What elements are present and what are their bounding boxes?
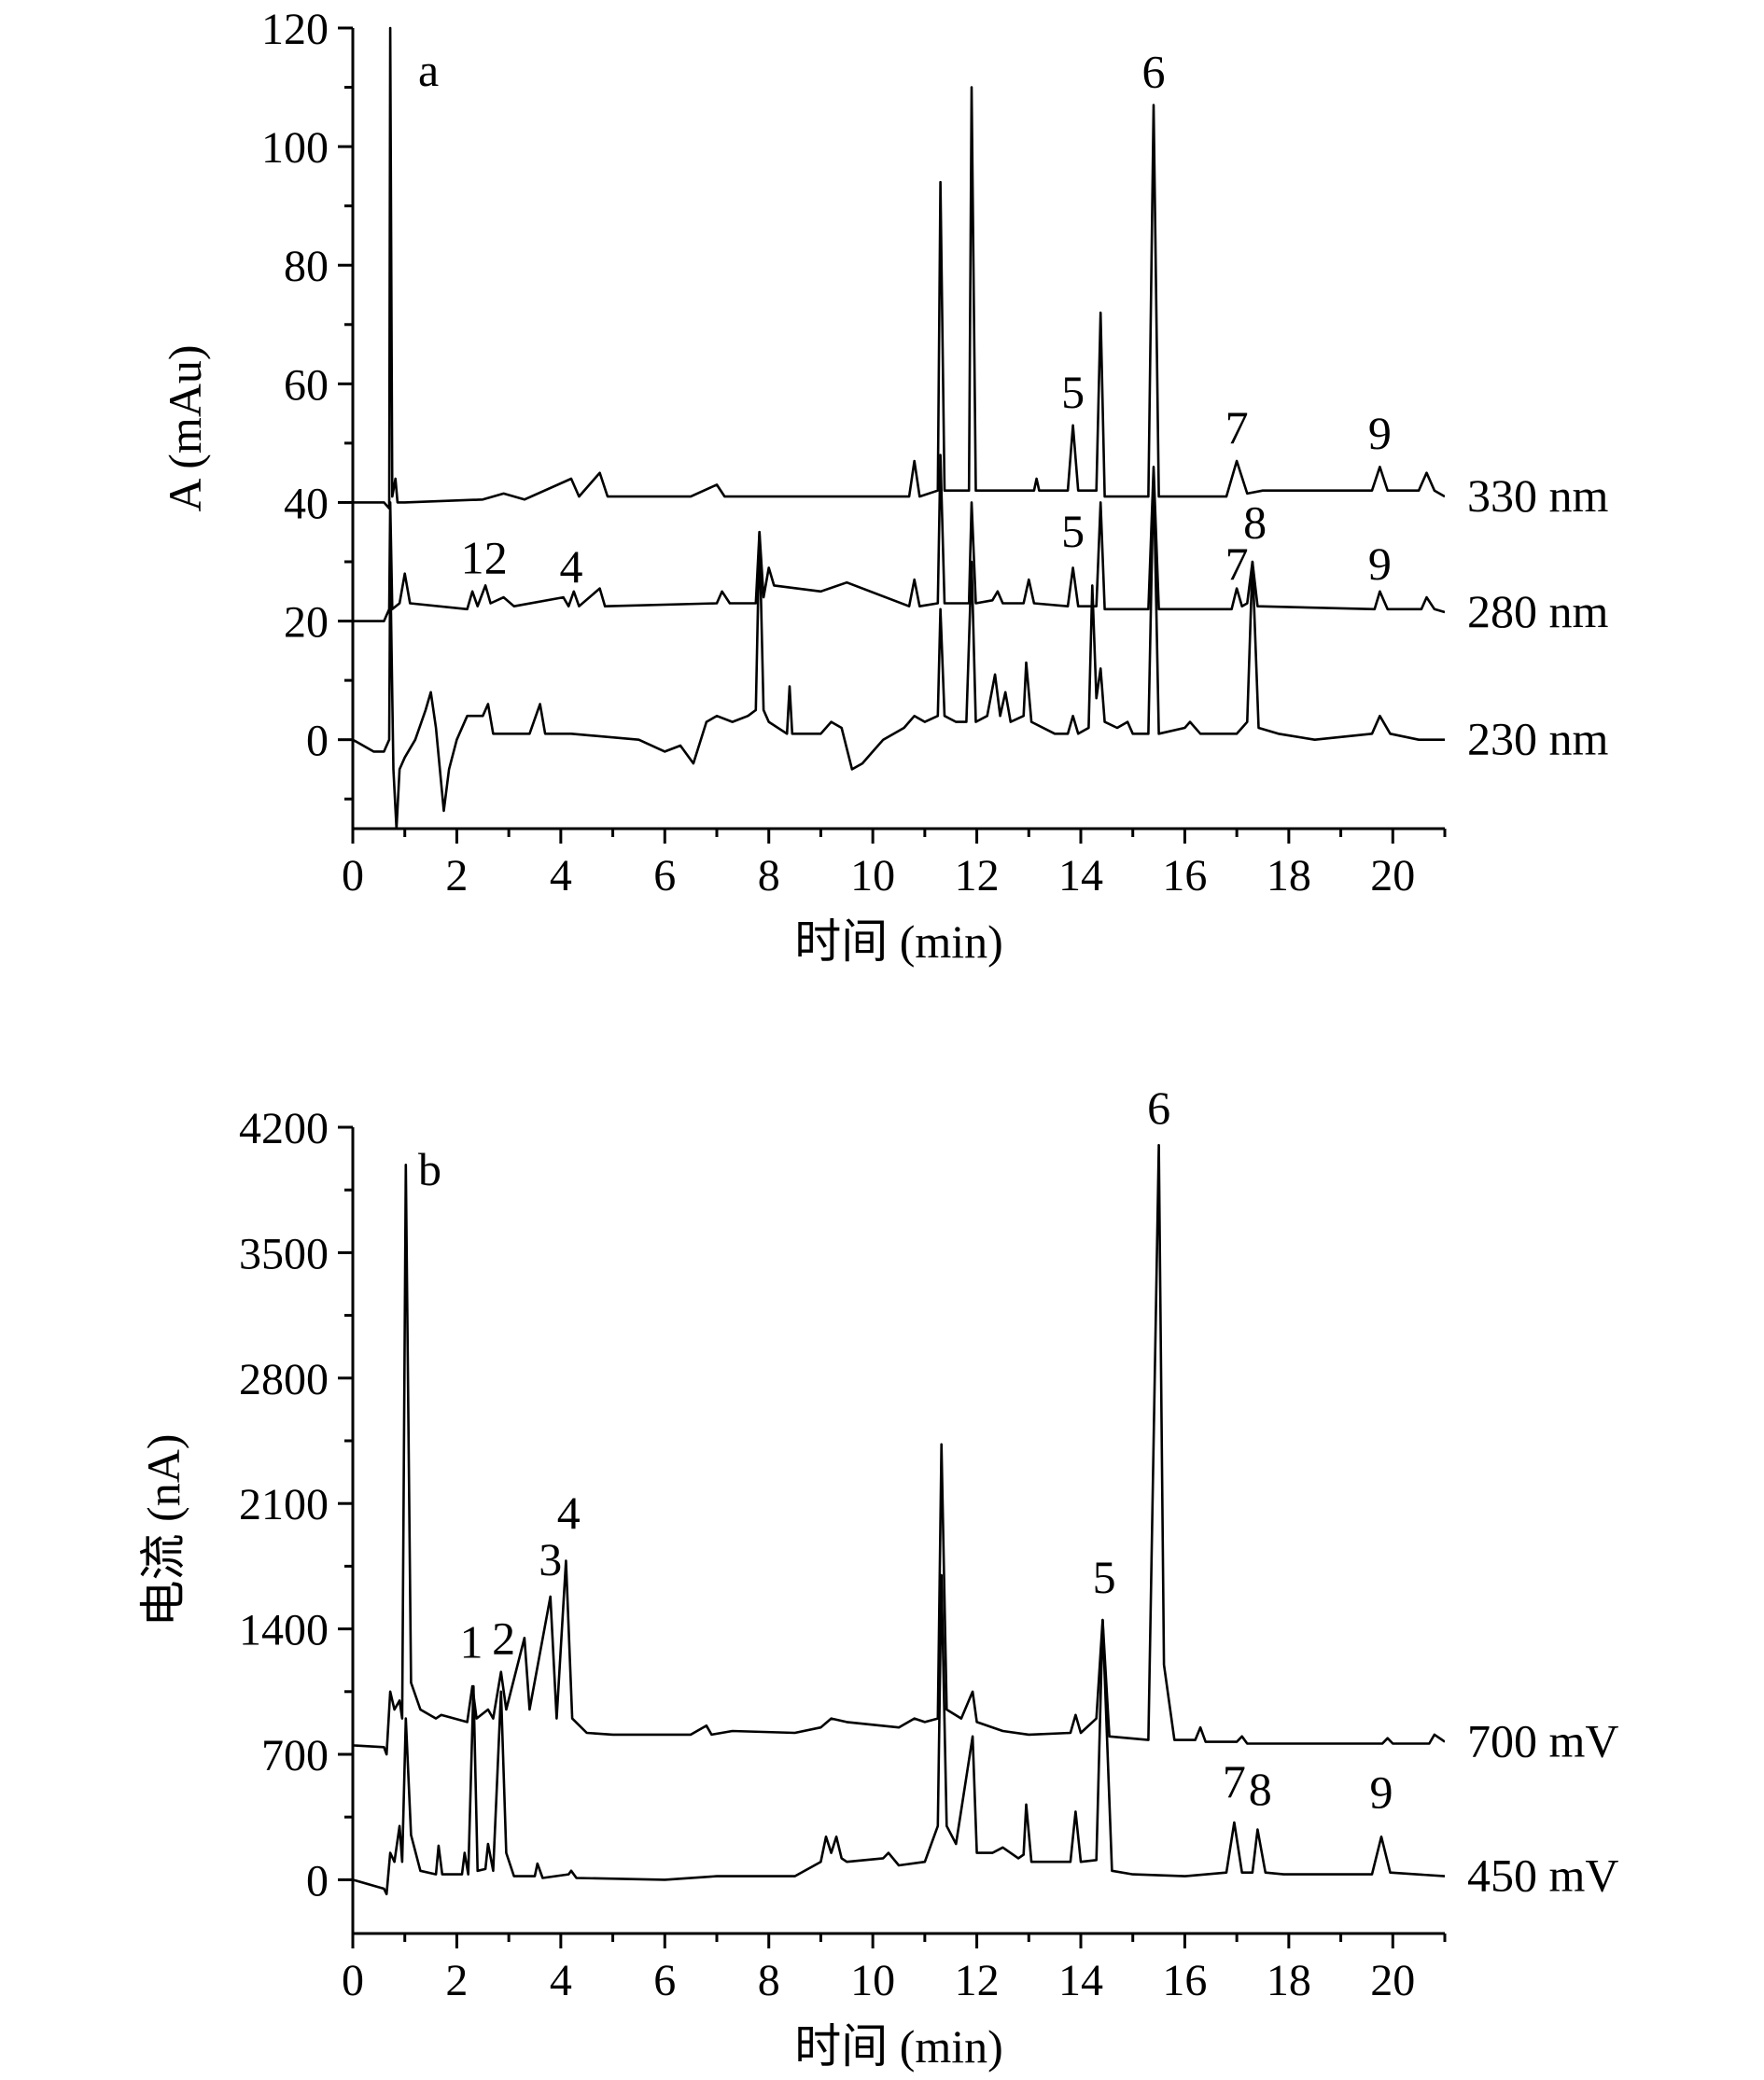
x-tick-label: 4: [550, 1956, 572, 2005]
y-tick-label: 0: [306, 717, 329, 766]
x-tick-label: 14: [1058, 851, 1103, 900]
y-tick-label: 80: [284, 242, 329, 291]
peak-label: 1: [461, 532, 484, 584]
x-tick-label: 10: [850, 1956, 895, 2005]
y-axis-title: 电流 (nA): [137, 1434, 189, 1627]
trace-330-nm: [353, 26, 1445, 510]
x-tick-label: 16: [1162, 851, 1207, 900]
y-tick-label: 40: [284, 479, 329, 528]
y-axis-title: A (mAu): [159, 344, 211, 511]
peak-label: 8: [1243, 496, 1267, 549]
x-tick-label: 0: [342, 851, 364, 900]
peak-label: 9: [1368, 407, 1392, 459]
x-tick-label: 2: [445, 851, 468, 900]
peak-label: 6: [1142, 46, 1166, 98]
trace-700-mv: [353, 1143, 1445, 1756]
trace-label: 330 nm: [1467, 469, 1609, 522]
peak-label: 2: [492, 1612, 515, 1664]
x-tick-label: 12: [955, 851, 1000, 900]
x-tick-label: 0: [342, 1956, 364, 2005]
y-tick-label: 120: [261, 5, 329, 54]
trace-label: 280 nm: [1467, 585, 1609, 637]
panel-letter: a: [418, 44, 439, 96]
y-tick-label: 100: [261, 123, 329, 173]
peak-label: 5: [1093, 1551, 1116, 1603]
panel-b: 0 2 4 6 8 10 12 14 16 18 2007001400210028003500420…: [137, 1082, 1619, 2073]
trace-label: 450 mV: [1467, 1850, 1619, 1902]
x-tick-label: 18: [1267, 1956, 1311, 2005]
x-tick-label: 8: [758, 1956, 780, 2005]
peak-label: 9: [1370, 1766, 1393, 1819]
x-tick-label: 20: [1370, 851, 1415, 900]
x-tick-label: 4: [550, 851, 572, 900]
peak-label: 7: [1225, 401, 1249, 454]
peak-label: 2: [484, 532, 508, 584]
x-tick-label: 2: [445, 1956, 468, 2005]
peak-label: 7: [1223, 1755, 1246, 1808]
y-tick-label: 1400: [239, 1606, 329, 1655]
trace-280-nm: [353, 454, 1445, 622]
y-tick-label: 2800: [239, 1355, 329, 1404]
peak-label: 4: [560, 540, 583, 593]
peak-label: 5: [1061, 505, 1085, 557]
peak-label: 6: [1147, 1082, 1170, 1134]
y-tick-label: 0: [306, 1856, 329, 1906]
trace-450-mv: [353, 1573, 1445, 1896]
x-tick-label: 16: [1162, 1956, 1207, 2005]
x-tick-label: 10: [850, 851, 895, 900]
x-tick-label: 6: [653, 1956, 676, 2005]
x-tick-label: 20: [1370, 1956, 1415, 2005]
trace-label: 700 mV: [1467, 1715, 1619, 1767]
y-tick-label: 2100: [239, 1480, 329, 1529]
x-tick-label: 18: [1267, 851, 1311, 900]
y-tick-label: 3500: [239, 1229, 329, 1278]
y-tick-label: 20: [284, 598, 329, 648]
peak-label: 1: [460, 1615, 483, 1668]
peak-label: 7: [1225, 537, 1249, 590]
x-axis-title: 时间 (min): [794, 2020, 1003, 2073]
x-tick-label: 6: [653, 851, 676, 900]
peak-label: 4: [557, 1487, 581, 1539]
x-tick-label: 8: [758, 851, 780, 900]
peak-label: 8: [1249, 1763, 1272, 1815]
panel-letter: b: [418, 1143, 441, 1195]
trace-label: 230 nm: [1467, 713, 1609, 765]
peak-label: 5: [1061, 366, 1085, 418]
peak-label: 9: [1368, 537, 1392, 590]
y-tick-label: 60: [284, 360, 329, 410]
x-tick-label: 14: [1058, 1956, 1103, 2005]
trace-230-nm: [353, 471, 1445, 829]
peak-label: 3: [539, 1533, 562, 1585]
x-axis-title: 时间 (min): [794, 915, 1003, 968]
y-tick-label: 700: [261, 1731, 329, 1780]
x-tick-label: 12: [955, 1956, 1000, 2005]
y-tick-label: 4200: [239, 1104, 329, 1153]
